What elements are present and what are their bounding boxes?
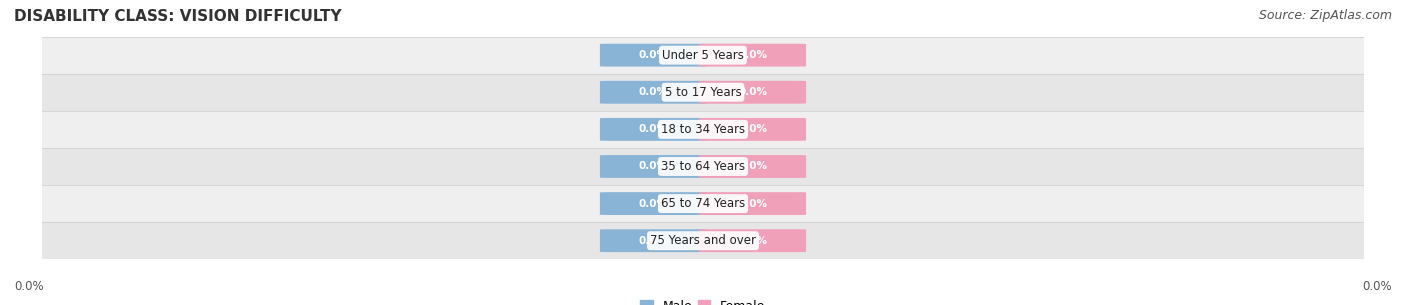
FancyBboxPatch shape (600, 155, 707, 178)
FancyBboxPatch shape (699, 155, 806, 178)
Text: 35 to 64 Years: 35 to 64 Years (661, 160, 745, 173)
Text: 0.0%: 0.0% (638, 199, 668, 209)
Bar (42, 148, 1364, 185)
Bar (42, 74, 1364, 111)
Text: 0.0%: 0.0% (638, 50, 668, 60)
Text: 0.0%: 0.0% (738, 50, 768, 60)
Text: DISABILITY CLASS: VISION DIFFICULTY: DISABILITY CLASS: VISION DIFFICULTY (14, 9, 342, 24)
Text: 0.0%: 0.0% (738, 236, 768, 246)
Text: 65 to 74 Years: 65 to 74 Years (661, 197, 745, 210)
Text: 0.0%: 0.0% (14, 280, 44, 293)
Text: 75 Years and over: 75 Years and over (650, 234, 756, 247)
FancyBboxPatch shape (600, 44, 707, 66)
Text: 5 to 17 Years: 5 to 17 Years (665, 86, 741, 99)
FancyBboxPatch shape (600, 118, 707, 141)
Text: 0.0%: 0.0% (738, 199, 768, 209)
Bar (42, 111, 1364, 148)
Text: 0.0%: 0.0% (638, 124, 668, 135)
Text: 0.0%: 0.0% (1362, 280, 1392, 293)
Text: Source: ZipAtlas.com: Source: ZipAtlas.com (1258, 9, 1392, 22)
FancyBboxPatch shape (600, 229, 707, 252)
FancyBboxPatch shape (699, 229, 806, 252)
Text: 18 to 34 Years: 18 to 34 Years (661, 123, 745, 136)
Text: Under 5 Years: Under 5 Years (662, 49, 744, 62)
Text: 0.0%: 0.0% (638, 236, 668, 246)
Text: 0.0%: 0.0% (638, 161, 668, 171)
Text: 0.0%: 0.0% (638, 87, 668, 97)
FancyBboxPatch shape (699, 192, 806, 215)
Bar (42, 37, 1364, 74)
FancyBboxPatch shape (699, 81, 806, 104)
Bar (42, 222, 1364, 259)
Text: 0.0%: 0.0% (738, 161, 768, 171)
Text: 0.0%: 0.0% (738, 87, 768, 97)
FancyBboxPatch shape (699, 118, 806, 141)
Text: 0.0%: 0.0% (738, 124, 768, 135)
FancyBboxPatch shape (600, 192, 707, 215)
FancyBboxPatch shape (699, 44, 806, 66)
FancyBboxPatch shape (600, 81, 707, 104)
Bar (42, 185, 1364, 222)
Legend: Male, Female: Male, Female (638, 297, 768, 305)
